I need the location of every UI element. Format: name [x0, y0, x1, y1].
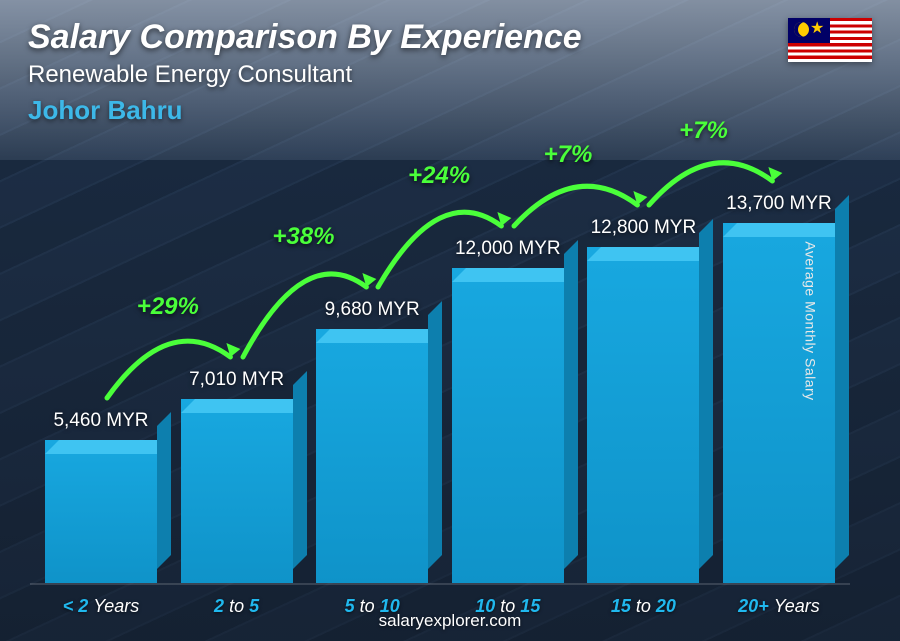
bar-3d — [181, 399, 293, 583]
bar-3d — [452, 268, 564, 583]
bar-chart: 5,460 MYR< 2 Years7,010 MYR2 to 59,680 M… — [40, 123, 840, 583]
chart-baseline — [30, 583, 850, 585]
y-axis-label: Average Monthly Salary — [802, 241, 818, 400]
header: Salary Comparison By Experience Renewabl… — [28, 18, 872, 126]
bar: 13,700 MYR20+ Years — [718, 193, 840, 583]
chart-title: Salary Comparison By Experience — [28, 18, 872, 57]
bar: 12,800 MYR15 to 20 — [582, 217, 704, 583]
bar-value-label: 7,010 MYR — [189, 369, 284, 391]
flag-malaysia — [788, 18, 872, 62]
bar-value-label: 13,700 MYR — [726, 193, 832, 215]
bar: 9,680 MYR5 to 10 — [311, 299, 433, 583]
increase-percent: +38% — [272, 223, 334, 251]
bar-value-label: 5,460 MYR — [53, 410, 148, 432]
chart-subtitle: Renewable Energy Consultant — [28, 61, 872, 89]
bar-value-label: 12,000 MYR — [455, 238, 561, 260]
bar-3d — [316, 329, 428, 583]
increase-percent: +24% — [408, 162, 470, 190]
footer-source: salaryexplorer.com — [0, 611, 900, 631]
increase-percent: +7% — [544, 141, 593, 169]
bar: 5,460 MYR< 2 Years — [40, 410, 162, 583]
bar-value-label: 9,680 MYR — [325, 299, 420, 321]
bar: 12,000 MYR10 to 15 — [447, 238, 569, 583]
increase-percent: +29% — [137, 293, 199, 321]
bar: 7,010 MYR2 to 5 — [176, 369, 298, 583]
bar-3d — [45, 440, 157, 583]
chart-location: Johor Bahru — [28, 95, 872, 126]
bar-value-label: 12,800 MYR — [591, 217, 697, 239]
bar-3d — [587, 247, 699, 583]
